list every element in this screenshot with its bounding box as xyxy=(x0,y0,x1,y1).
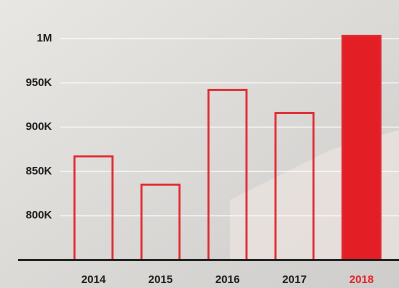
y-tick-label: 900K xyxy=(26,121,52,133)
x-tick-label: 2014 xyxy=(81,274,106,286)
chart: 800K 850K 900K 950K 1M 2014 2015 2016 2017 2018 xyxy=(0,0,399,288)
x-tick-label: 2016 xyxy=(215,274,239,286)
x-tick-label: 2015 xyxy=(148,274,172,286)
y-tick-label: 950K xyxy=(26,77,52,89)
x-tick-label: 2017 xyxy=(282,274,306,286)
bar xyxy=(343,36,381,260)
y-tick-label: 1M xyxy=(37,32,52,44)
y-tick-label: 850K xyxy=(26,165,52,177)
x-tick-label: 2018 xyxy=(349,274,373,286)
y-tick-label: 800K xyxy=(26,210,52,222)
